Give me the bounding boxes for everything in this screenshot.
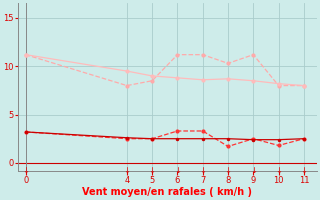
Text: ↓: ↓ <box>275 166 282 175</box>
Text: ↓: ↓ <box>124 166 130 175</box>
Text: ↓: ↓ <box>149 166 156 175</box>
Text: ↓: ↓ <box>250 166 257 175</box>
Text: ↓: ↓ <box>22 166 29 175</box>
Text: ↓: ↓ <box>174 166 181 175</box>
Text: ↓: ↓ <box>300 166 308 175</box>
X-axis label: Vent moyen/en rafales ( km/h ): Vent moyen/en rafales ( km/h ) <box>82 187 252 197</box>
Text: ↓: ↓ <box>225 166 232 175</box>
Text: ↓: ↓ <box>199 166 206 175</box>
